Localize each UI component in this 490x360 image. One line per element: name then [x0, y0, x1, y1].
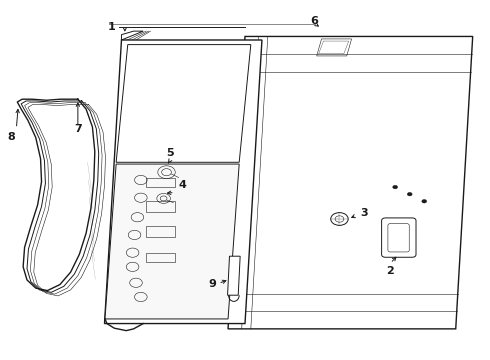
Bar [146, 178, 175, 187]
Bar [146, 226, 175, 237]
Polygon shape [104, 40, 262, 324]
FancyBboxPatch shape [382, 218, 416, 257]
Text: 3: 3 [360, 208, 368, 218]
Circle shape [393, 185, 397, 189]
Bar [146, 253, 175, 261]
Polygon shape [227, 256, 240, 295]
Text: 4: 4 [178, 180, 186, 190]
Circle shape [407, 228, 412, 231]
Text: 8: 8 [8, 132, 15, 142]
Polygon shape [105, 164, 239, 319]
Text: 9: 9 [208, 279, 216, 289]
Bar [146, 201, 175, 212]
Circle shape [422, 199, 427, 203]
Text: 7: 7 [74, 124, 82, 134]
Text: 6: 6 [310, 16, 318, 26]
Text: 2: 2 [387, 266, 394, 276]
Polygon shape [116, 45, 251, 162]
Circle shape [407, 192, 412, 196]
Text: 1: 1 [107, 22, 115, 32]
Circle shape [393, 221, 397, 224]
Text: 5: 5 [166, 148, 174, 158]
